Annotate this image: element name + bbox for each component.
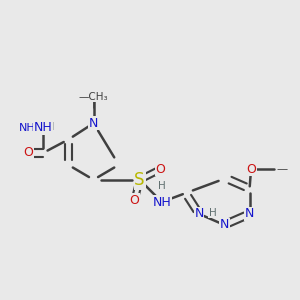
Text: N: N bbox=[194, 207, 204, 220]
Text: N: N bbox=[89, 117, 98, 130]
Text: O: O bbox=[246, 163, 256, 176]
Text: S: S bbox=[134, 171, 145, 189]
Text: —: — bbox=[276, 164, 287, 174]
Text: N: N bbox=[245, 207, 254, 220]
Text: |: | bbox=[92, 98, 95, 109]
Text: H: H bbox=[47, 122, 54, 132]
Text: O: O bbox=[23, 146, 33, 160]
Text: O: O bbox=[130, 194, 140, 207]
Text: H: H bbox=[38, 122, 45, 132]
Text: O: O bbox=[23, 146, 33, 160]
Text: N: N bbox=[220, 218, 229, 231]
Text: NH: NH bbox=[34, 121, 52, 134]
Text: N: N bbox=[89, 117, 98, 130]
Text: H: H bbox=[208, 208, 216, 218]
Text: O: O bbox=[155, 163, 165, 176]
Text: H: H bbox=[158, 181, 166, 191]
Text: —CH₃: —CH₃ bbox=[79, 92, 108, 101]
Text: NH: NH bbox=[152, 196, 171, 208]
Text: O: O bbox=[23, 146, 33, 160]
Text: NH₂: NH₂ bbox=[19, 123, 40, 133]
